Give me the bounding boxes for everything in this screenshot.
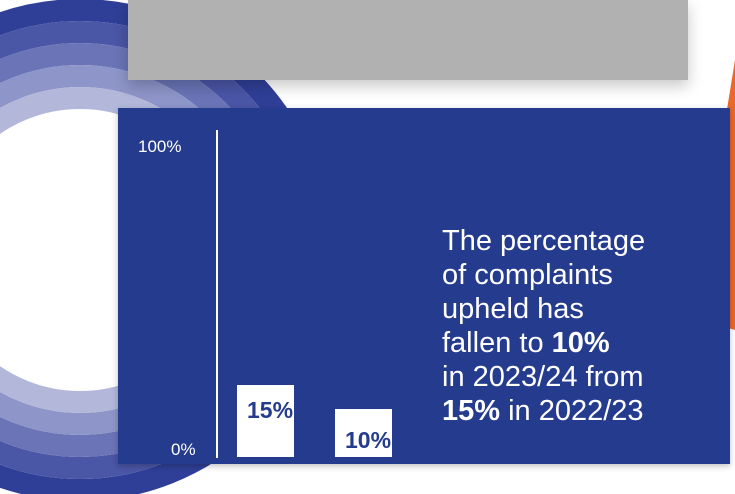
caption-line: The percentage xyxy=(442,225,646,257)
caption-line: 15% in 2022/23 xyxy=(442,394,702,428)
caption-line: upheld has xyxy=(442,293,584,325)
bar-2022/23 xyxy=(237,385,294,457)
caption-line: in 2023/24 from xyxy=(442,361,644,393)
caption-line: of complaints xyxy=(442,259,613,291)
caption-line: fallen to 10% xyxy=(442,326,702,360)
caption-highlight: 10% xyxy=(551,327,610,359)
caption-text: fallen to xyxy=(442,327,552,359)
y-tick-label-bottom: 0% xyxy=(171,440,196,459)
y-tick-label-top: 100% xyxy=(138,137,182,156)
chart-panel xyxy=(118,108,730,464)
chart-caption: The percentage of complaints upheld has … xyxy=(442,224,702,428)
bar-data-label: 10% xyxy=(345,427,392,453)
y-axis-line xyxy=(216,130,218,458)
grey-card xyxy=(128,0,688,80)
caption-text: in 2022/23 xyxy=(500,395,644,427)
caption-highlight: 15% xyxy=(442,395,501,427)
bar-data-label: 15% xyxy=(247,397,294,423)
bar-2023/24 xyxy=(335,409,392,457)
